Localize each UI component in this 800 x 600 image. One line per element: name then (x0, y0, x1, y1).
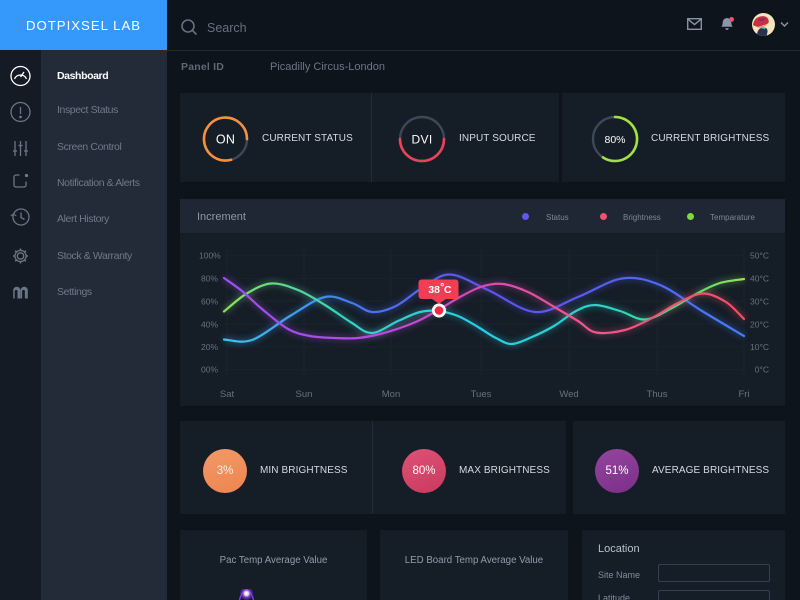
svg-text:38: 38 (428, 284, 440, 296)
svg-text:20°C: 20°C (750, 319, 769, 329)
svg-text:30°C: 30°C (750, 296, 769, 306)
svg-text:Thus: Thus (646, 389, 667, 400)
svg-text:60%: 60% (201, 296, 218, 306)
svg-text:Sun: Sun (296, 389, 313, 400)
svg-text:Sat: Sat (220, 389, 235, 400)
svg-text:Tues: Tues (471, 389, 492, 400)
svg-text:80%: 80% (604, 134, 625, 146)
svg-text:Mon: Mon (382, 389, 400, 400)
svg-text:20%: 20% (201, 342, 218, 352)
svg-text:C: C (444, 284, 452, 296)
svg-text:ON: ON (216, 133, 235, 147)
svg-text:50°C: 50°C (750, 251, 769, 261)
svg-text:100%: 100% (199, 251, 221, 261)
svg-text:80%: 80% (201, 274, 218, 284)
svg-text:0°C: 0°C (755, 365, 769, 375)
svg-text:Wed: Wed (559, 389, 578, 400)
svg-text:00%: 00% (201, 365, 218, 375)
svg-text:DVI: DVI (412, 133, 433, 147)
svg-text:40%: 40% (201, 319, 218, 329)
svg-text:Fri: Fri (738, 389, 749, 400)
svg-text:10°C: 10°C (750, 342, 769, 352)
svg-text:40°C: 40°C (750, 274, 769, 284)
